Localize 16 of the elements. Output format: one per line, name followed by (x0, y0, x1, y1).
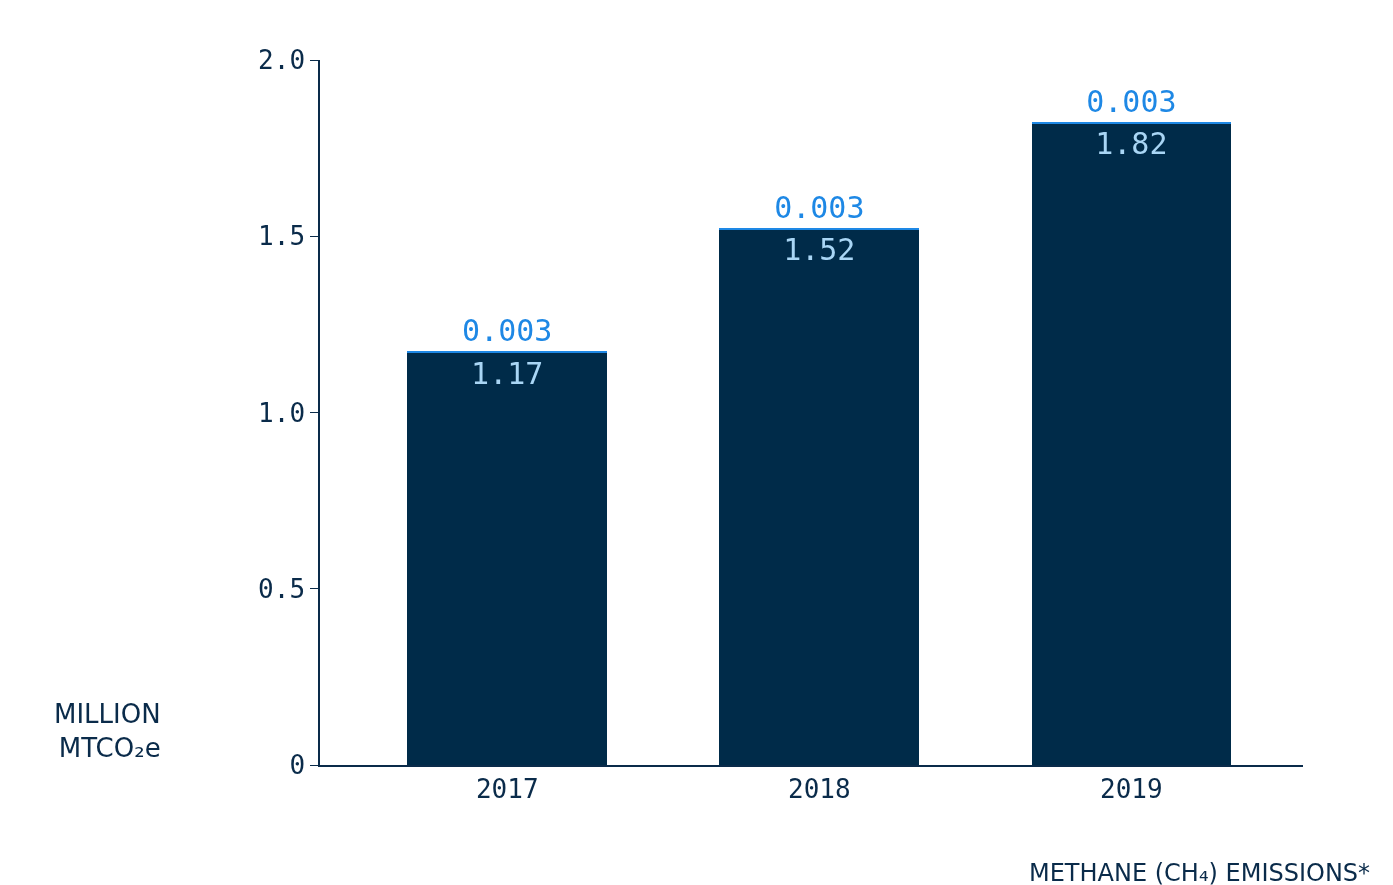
y-tick-label: 0 (289, 750, 306, 781)
data-label: 0.003 (774, 190, 865, 225)
y-tick-label: 0.5 (258, 573, 306, 604)
data-label: 0.003 (1086, 84, 1177, 119)
x-tick-label: 2018 (787, 773, 851, 804)
x-axis-title: METHANE (CH₄) EMISSIONS* (1029, 859, 1371, 885)
y-axis-title: MILLION MTCO₂e (54, 699, 161, 763)
y-tick-label: 1.5 (258, 221, 306, 252)
data-label: 1.52 (783, 232, 856, 268)
data-label: 0.003 (462, 313, 553, 348)
x-tick-label: 2017 (475, 773, 539, 804)
data-label: 1.17 (471, 355, 544, 391)
y-tick-label: 1.0 (258, 397, 306, 428)
x-tick-label: 2019 (1100, 773, 1163, 804)
data-label: 1.82 (1095, 126, 1168, 162)
y-tick-label: 2.0 (258, 45, 306, 76)
